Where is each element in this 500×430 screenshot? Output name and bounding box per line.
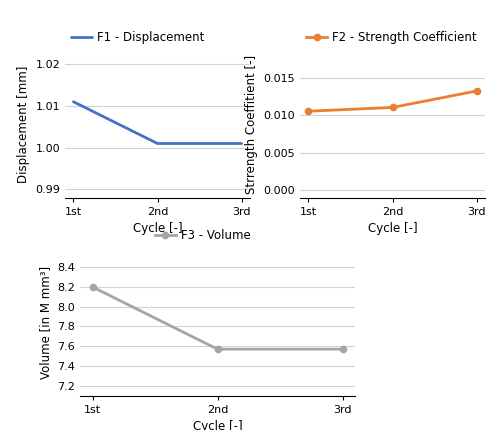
Legend: F2 - Strength Coefficient: F2 - Strength Coefficient [306,31,476,44]
X-axis label: Cycle [-]: Cycle [-] [192,420,242,430]
Legend: F3 - Volume: F3 - Volume [154,229,250,242]
Legend: F1 - Displacement: F1 - Displacement [71,31,204,44]
Y-axis label: Volume [in M mm³]: Volume [in M mm³] [38,266,52,379]
X-axis label: Cycle [-]: Cycle [-] [368,222,418,235]
X-axis label: Cycle [-]: Cycle [-] [132,222,182,235]
Y-axis label: Strrength Coeffitient [-]: Strrength Coeffitient [-] [245,55,258,194]
Y-axis label: Displacement [mm]: Displacement [mm] [16,66,30,183]
